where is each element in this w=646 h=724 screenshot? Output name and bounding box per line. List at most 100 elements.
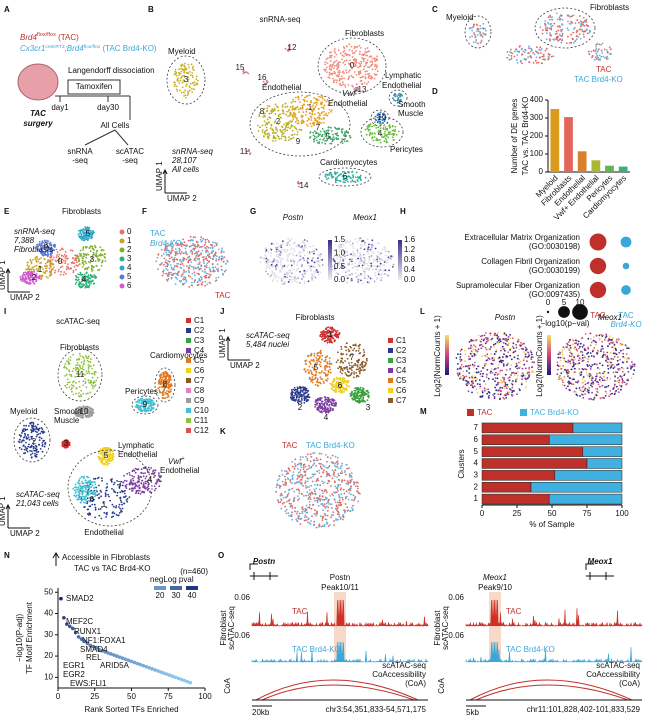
cell-dot <box>42 440 44 442</box>
cell-dot <box>51 273 53 275</box>
cell-dot <box>349 274 351 276</box>
cell-dot <box>539 46 541 48</box>
cell-dot <box>567 27 569 29</box>
cell-dot <box>349 43 351 45</box>
cell-dot <box>168 396 170 398</box>
y-tick-label: 0 <box>539 167 544 176</box>
cell-dot <box>190 259 192 261</box>
cell-dot <box>287 257 289 259</box>
cell-dot <box>350 177 352 179</box>
cell-dot <box>311 260 313 262</box>
cell-dot <box>595 49 597 51</box>
cell-dot <box>288 264 290 266</box>
cell-dot <box>335 128 337 130</box>
cell-dot <box>202 240 204 242</box>
cell-dot <box>36 431 38 433</box>
cell-dot <box>84 506 86 508</box>
cell-dot <box>161 373 163 375</box>
cell-dot <box>279 113 281 115</box>
cell-dot <box>218 259 220 261</box>
cell-dot <box>167 274 169 276</box>
cell-dot <box>149 491 151 493</box>
cell-dot <box>26 264 28 266</box>
cell-dot <box>93 364 95 366</box>
cell-dot <box>36 451 38 453</box>
cell-dot <box>323 111 325 113</box>
cell-dot <box>390 257 392 259</box>
cell-dot <box>193 244 195 246</box>
cell-dot <box>84 287 86 289</box>
cell-dot <box>173 81 175 83</box>
cell-dot <box>575 22 577 24</box>
cell-dot <box>369 258 371 260</box>
cell-dot <box>206 283 208 285</box>
cell-dot <box>316 269 318 271</box>
cell-dot <box>180 267 182 269</box>
cell-dot <box>88 414 90 416</box>
cell-dot <box>293 116 295 118</box>
cell-dot <box>329 68 331 70</box>
cell-dot <box>570 42 572 44</box>
cell-dot <box>85 268 87 270</box>
cell-dot <box>31 430 33 432</box>
cell-dot <box>330 51 332 53</box>
label: scATAC <box>116 147 144 156</box>
panel-letter: D <box>432 87 438 96</box>
cell-dot <box>342 54 344 56</box>
cell-dot <box>177 253 179 255</box>
cell-dot <box>315 132 317 134</box>
cell-dot <box>358 62 360 64</box>
cell-dot <box>104 253 106 255</box>
cell-dot <box>181 64 183 66</box>
cell-dot <box>126 473 128 475</box>
cell-dot <box>188 64 190 66</box>
cell-dot <box>172 250 174 252</box>
cell-dot <box>92 248 94 250</box>
cell-dot <box>369 262 371 264</box>
cell-dot <box>517 50 519 52</box>
cell-dot <box>95 489 97 491</box>
cell-dot <box>183 65 185 67</box>
cell-dot <box>377 256 379 258</box>
cell-dot <box>300 108 302 110</box>
cell-dot <box>209 274 211 276</box>
cell-dot <box>311 126 313 128</box>
cell-dot <box>249 153 251 155</box>
cell-dot <box>191 72 193 74</box>
cell-dot <box>78 277 80 279</box>
cell-dot <box>281 126 283 128</box>
panel-letter: C <box>432 5 438 14</box>
cell-dot <box>212 248 214 250</box>
cell-dot <box>344 50 346 52</box>
cell-dot <box>163 391 165 393</box>
cell-dot <box>606 49 608 51</box>
cell-dot <box>65 363 67 365</box>
cell-dot <box>35 256 37 258</box>
cell-dot <box>290 259 292 261</box>
cell-dot <box>281 135 283 137</box>
cell-dot <box>367 253 369 255</box>
cell-dot <box>579 29 581 31</box>
cell-dot <box>225 263 227 265</box>
cell-dot <box>385 273 387 275</box>
label: TAC <box>596 65 612 74</box>
cell-dot <box>372 61 374 63</box>
cell-dot <box>363 254 365 256</box>
cell-dot <box>330 127 332 129</box>
cell-dot <box>286 244 288 246</box>
cell-dot <box>536 56 538 58</box>
cell-dot <box>95 384 97 386</box>
cell-dot <box>273 260 275 262</box>
cell-dot <box>599 44 601 46</box>
cell-dot <box>87 379 89 381</box>
cell-dot <box>542 58 544 60</box>
cell-dot <box>306 124 308 126</box>
cell-dot <box>89 484 91 486</box>
cell-dot <box>300 255 302 257</box>
cell-dot <box>263 136 265 138</box>
cell-dot <box>171 267 173 269</box>
cell-dot <box>92 491 94 493</box>
cell-dot <box>154 485 156 487</box>
cell-dot <box>137 405 139 407</box>
cell-dot <box>210 257 212 259</box>
